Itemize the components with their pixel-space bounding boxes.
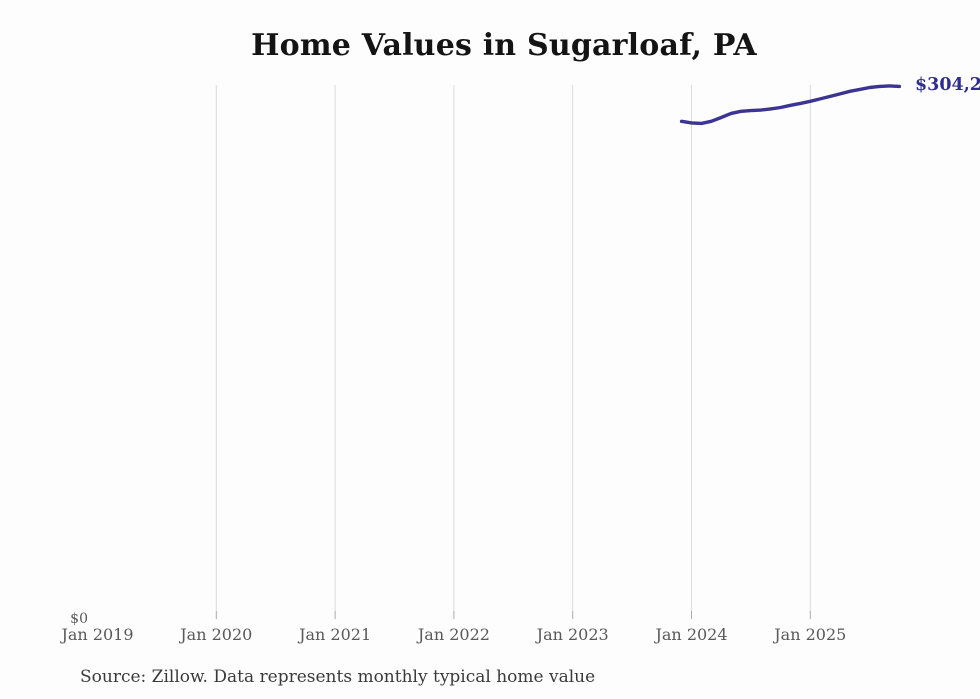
chart-title: Home Values in Sugarloaf, PA: [251, 28, 757, 63]
source-note: Source: Zillow. Data represents monthly …: [80, 667, 596, 687]
x-axis-label: Jan 2022: [417, 625, 490, 644]
x-axis-label: Jan 2025: [774, 625, 847, 644]
x-axis-label: Jan 2020: [180, 625, 253, 644]
y-axis-zero-label: $0: [70, 611, 88, 627]
x-axis-label: Jan 2024: [655, 625, 728, 644]
x-axis-label: Jan 2021: [299, 625, 372, 644]
home-value-line: [679, 84, 902, 126]
x-axis-label: Jan 2023: [536, 625, 609, 644]
latest-value-label: $304,200: [915, 75, 980, 95]
x-axis-label: Jan 2019: [61, 625, 134, 644]
